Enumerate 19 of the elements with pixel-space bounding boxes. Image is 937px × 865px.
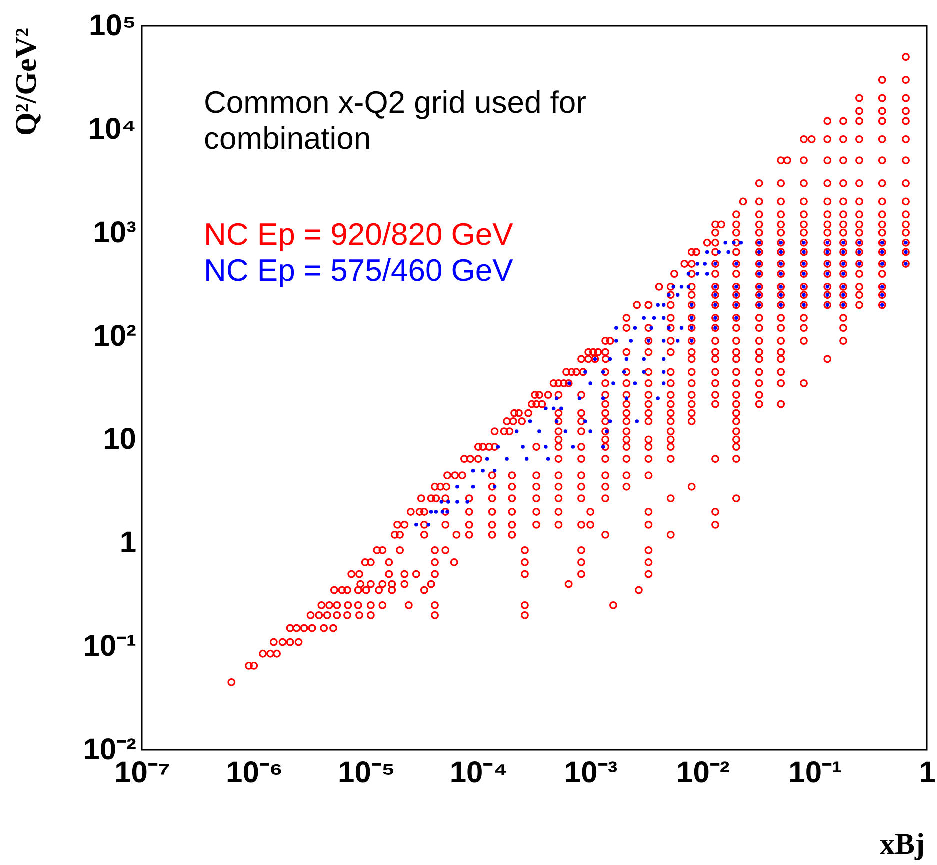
- y-tick-label: 10: [103, 423, 136, 456]
- x-tick-label: 1: [919, 756, 936, 790]
- y-tick-label: 10⁻¹: [83, 630, 137, 664]
- x-tick-label: 10⁻²: [676, 756, 730, 790]
- y-tick-label: 10⁵: [89, 10, 136, 42]
- x-axis-title: xBj: [880, 828, 925, 861]
- y-axis-title: Q²/GeV²: [10, 28, 43, 136]
- x-tick-label: 10⁻⁵: [338, 756, 396, 790]
- x-tick-label: 10⁻⁴: [450, 756, 508, 790]
- y-tick-label: 10⁴: [88, 112, 136, 146]
- annotation: Common x-Q2 grid used for combination: [204, 85, 586, 156]
- text: NC Ep = 575/460 GeV: [204, 253, 514, 288]
- x-tick-label: 10⁻³: [564, 756, 618, 790]
- y-tick-label: 1: [120, 526, 136, 560]
- y-tick-label: 10²: [93, 320, 137, 353]
- y-tick-label: 10³: [93, 216, 137, 250]
- x-tick-label: 10⁻¹: [788, 756, 842, 790]
- x-tick-label: 10⁻⁶: [226, 756, 284, 790]
- text: NC Ep = 920/820 GeV: [204, 217, 514, 252]
